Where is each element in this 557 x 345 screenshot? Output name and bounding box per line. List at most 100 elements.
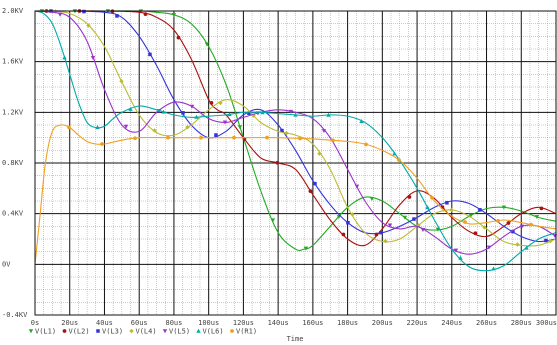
data-point-marker	[214, 133, 218, 137]
data-point-marker	[115, 14, 119, 18]
data-point-marker	[420, 228, 426, 232]
data-point-marker	[288, 109, 294, 114]
data-point-marker	[341, 232, 346, 237]
series-markers	[53, 9, 553, 247]
data-point-marker	[128, 106, 133, 111]
data-point-marker	[501, 205, 507, 210]
legend-label: V(L5)	[169, 328, 190, 336]
plot-frame	[34, 10, 557, 316]
data-point-marker	[204, 42, 210, 47]
y-tick-label: 1.6KV	[2, 58, 24, 66]
data-point-marker	[209, 101, 214, 105]
data-point-marker	[185, 125, 190, 130]
data-point-marker	[152, 128, 157, 133]
y-tick-label: 0.8KV	[2, 159, 24, 167]
data-point-marker	[412, 217, 416, 221]
x-tick-label: 120us	[233, 319, 254, 327]
legend: V(L1) V(L2) V(L3) V(L4) V(L5) V(L6) V(R1)	[28, 328, 257, 336]
x-tick-label: 20us	[61, 319, 78, 327]
y-tick-label: 2.0KV	[2, 7, 24, 15]
data-point-marker	[369, 196, 375, 201]
data-point-marker	[350, 212, 355, 217]
series-V(L3)	[34, 9, 557, 243]
series-line	[34, 10, 557, 255]
data-point-marker	[519, 224, 525, 229]
x-tick-label: 220us	[407, 319, 428, 327]
data-point-marker	[529, 222, 533, 227]
data-point-marker	[161, 109, 166, 114]
data-point-marker	[280, 128, 284, 133]
legend-label: V(L6)	[203, 328, 224, 336]
series-V(L5)	[34, 10, 557, 255]
data-point-marker	[548, 238, 553, 244]
x-tick-label: 80us	[166, 319, 183, 327]
x-tick-label: 280us	[511, 319, 532, 327]
data-point-marker	[321, 129, 327, 134]
data-point-marker	[331, 138, 335, 143]
data-point-marker	[534, 215, 540, 220]
data-point-marker	[232, 135, 236, 140]
legend-label: V(L4)	[136, 328, 157, 336]
legend-marker	[96, 329, 100, 333]
data-point-marker	[189, 104, 195, 109]
data-point-marker	[95, 125, 100, 130]
y-tick-label: -0.4KV	[2, 311, 28, 319]
data-point-marker	[449, 207, 454, 213]
data-point-marker	[515, 242, 520, 247]
data-point-marker	[482, 225, 487, 230]
data-point-marker	[445, 201, 449, 205]
data-point-marker	[425, 205, 430, 210]
x-tick-label: 60us	[131, 319, 148, 327]
data-point-marker	[313, 181, 317, 186]
legend-label: V(L1)	[35, 328, 56, 336]
x-tick-label: 0s	[31, 319, 39, 327]
data-point-marker	[194, 114, 199, 119]
data-point-marker	[364, 142, 368, 147]
series-V(L1)	[34, 9, 557, 252]
data-point-marker	[176, 35, 181, 40]
data-point-marker	[478, 208, 482, 212]
data-point-marker	[275, 160, 280, 165]
data-point-marker	[326, 112, 331, 117]
legend-label: V(L2)	[69, 328, 90, 336]
data-point-marker	[468, 213, 474, 218]
data-point-marker	[57, 12, 63, 17]
data-point-marker	[354, 184, 360, 189]
data-point-marker	[67, 125, 71, 130]
legend-marker	[129, 328, 134, 334]
data-point-marker	[133, 136, 137, 141]
series-markers	[57, 12, 557, 253]
data-point-marker	[383, 238, 388, 244]
data-point-marker	[199, 135, 203, 140]
data-point-marker	[511, 229, 515, 234]
x-tick-label: 140us	[268, 319, 289, 327]
data-point-marker	[237, 125, 243, 130]
data-point-marker	[181, 111, 185, 115]
data-point-marker	[359, 119, 364, 123]
data-point-marker	[473, 231, 478, 236]
y-tick-label: 1.2KV	[2, 108, 24, 116]
data-point-marker	[453, 248, 459, 253]
data-point-marker	[284, 130, 289, 136]
data-point-marker	[458, 255, 463, 260]
series-layer	[34, 9, 557, 272]
data-point-marker	[486, 245, 492, 250]
series-V(L6)	[34, 10, 557, 272]
data-point-marker	[227, 112, 232, 117]
data-point-marker	[544, 238, 548, 243]
data-point-marker	[86, 23, 91, 28]
legend-label: V(R1)	[236, 328, 257, 336]
series-markers	[67, 125, 533, 227]
data-point-marker	[166, 135, 170, 140]
data-point-marker	[90, 56, 96, 60]
x-tick-label: 260us	[476, 319, 497, 327]
data-point-marker	[82, 9, 86, 14]
data-point-marker	[62, 55, 67, 60]
data-point-marker	[171, 13, 177, 17]
data-point-marker	[506, 221, 511, 225]
data-point-marker	[392, 151, 397, 156]
data-point-marker	[524, 245, 529, 250]
x-tick-label: 40us	[96, 319, 113, 327]
data-point-marker	[430, 195, 434, 200]
